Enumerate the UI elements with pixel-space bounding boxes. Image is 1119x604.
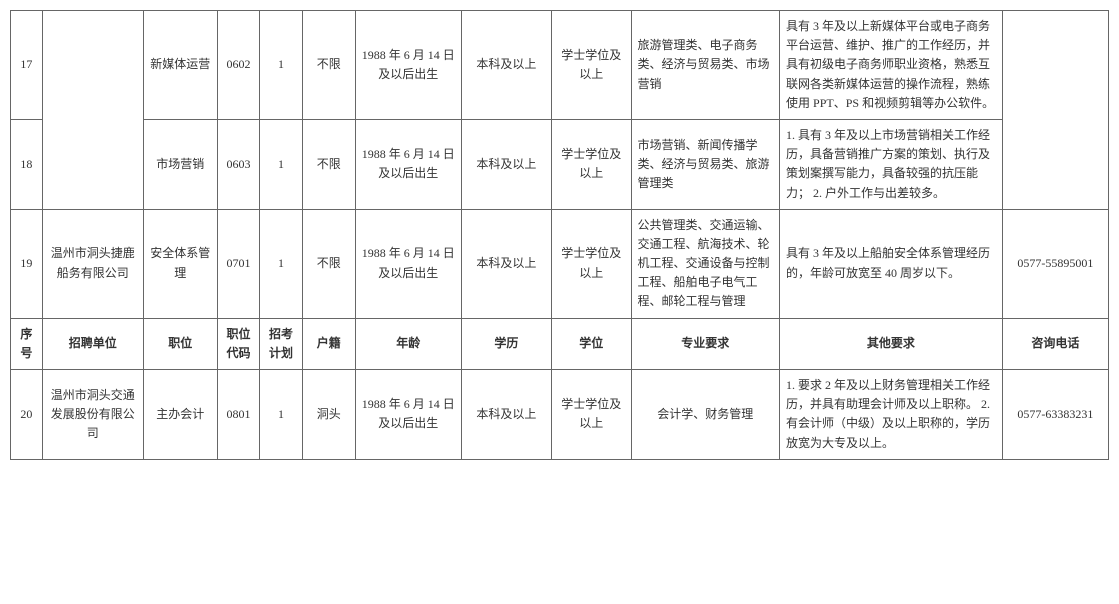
cell-major: 旅游管理类、电子商务类、经济与贸易类、市场营销 xyxy=(631,11,780,120)
cell-seq: 19 xyxy=(11,209,43,318)
table-row: 20 温州市洞头交通发展股份有限公司 主办会计 0801 1 洞头 1988 年… xyxy=(11,370,1109,460)
header-edu: 学历 xyxy=(461,318,551,369)
cell-major: 公共管理类、交通运输、交通工程、航海技术、轮机工程、交通设备与控制工程、船舶电子… xyxy=(631,209,780,318)
recruitment-table: 17 新媒体运营 0602 1 不限 1988 年 6 月 14 日及以后出生 … xyxy=(10,10,1109,460)
header-huji: 户籍 xyxy=(302,318,355,369)
table-header-row: 序号 招聘单位 职位 职位代码 招考计划 户籍 年龄 学历 学位 专业要求 其他… xyxy=(11,318,1109,369)
cell-seq: 18 xyxy=(11,119,43,209)
cell-huji: 洞头 xyxy=(302,370,355,460)
cell-degree: 学士学位及以上 xyxy=(551,119,631,209)
cell-age: 1988 年 6 月 14 日及以后出生 xyxy=(355,11,461,120)
cell-plan: 1 xyxy=(260,370,302,460)
cell-plan: 1 xyxy=(260,11,302,120)
cell-other: 具有 3 年及以上船舶安全体系管理经历的，年龄可放宽至 40 周岁以下。 xyxy=(780,209,1003,318)
cell-poscode: 0701 xyxy=(217,209,259,318)
cell-unit: 温州市洞头捷鹿船务有限公司 xyxy=(42,209,143,318)
cell-age: 1988 年 6 月 14 日及以后出生 xyxy=(355,370,461,460)
cell-age: 1988 年 6 月 14 日及以后出生 xyxy=(355,119,461,209)
cell-huji: 不限 xyxy=(302,11,355,120)
cell-position: 新媒体运营 xyxy=(143,11,217,120)
cell-age: 1988 年 6 月 14 日及以后出生 xyxy=(355,209,461,318)
cell-poscode: 0801 xyxy=(217,370,259,460)
cell-other: 具有 3 年及以上新媒体平台或电子商务平台运营、维护、推广的工作经历，并具有初级… xyxy=(780,11,1003,120)
cell-huji: 不限 xyxy=(302,119,355,209)
cell-seq: 17 xyxy=(11,11,43,120)
cell-poscode: 0603 xyxy=(217,119,259,209)
cell-unit: 温州市洞头交通发展股份有限公司 xyxy=(42,370,143,460)
header-age: 年龄 xyxy=(355,318,461,369)
cell-position: 市场营销 xyxy=(143,119,217,209)
cell-other: 1. 具有 3 年及以上市场营销相关工作经历，具备营销推广方案的策划、执行及策划… xyxy=(780,119,1003,209)
table-row: 19 温州市洞头捷鹿船务有限公司 安全体系管理 0701 1 不限 1988 年… xyxy=(11,209,1109,318)
header-unit: 招聘单位 xyxy=(42,318,143,369)
table-row: 17 新媒体运营 0602 1 不限 1988 年 6 月 14 日及以后出生 … xyxy=(11,11,1109,120)
header-phone: 咨询电话 xyxy=(1002,318,1108,369)
cell-edu: 本科及以上 xyxy=(461,370,551,460)
cell-degree: 学士学位及以上 xyxy=(551,209,631,318)
cell-poscode: 0602 xyxy=(217,11,259,120)
cell-position: 安全体系管理 xyxy=(143,209,217,318)
cell-plan: 1 xyxy=(260,209,302,318)
header-seq: 序号 xyxy=(11,318,43,369)
cell-edu: 本科及以上 xyxy=(461,119,551,209)
header-major: 专业要求 xyxy=(631,318,780,369)
cell-edu: 本科及以上 xyxy=(461,11,551,120)
cell-phone: 0577-63383231 xyxy=(1002,370,1108,460)
cell-phone xyxy=(1002,11,1108,210)
cell-position: 主办会计 xyxy=(143,370,217,460)
header-degree: 学位 xyxy=(551,318,631,369)
cell-degree: 学士学位及以上 xyxy=(551,370,631,460)
cell-unit xyxy=(42,11,143,210)
table-row: 18 市场营销 0603 1 不限 1988 年 6 月 14 日及以后出生 本… xyxy=(11,119,1109,209)
cell-edu: 本科及以上 xyxy=(461,209,551,318)
cell-major: 市场营销、新闻传播学类、经济与贸易类、旅游管理类 xyxy=(631,119,780,209)
cell-major: 会计学、财务管理 xyxy=(631,370,780,460)
header-other: 其他要求 xyxy=(780,318,1003,369)
cell-phone: 0577-55895001 xyxy=(1002,209,1108,318)
cell-other: 1. 要求 2 年及以上财务管理相关工作经历，并具有助理会计师及以上职称。 2.… xyxy=(780,370,1003,460)
cell-degree: 学士学位及以上 xyxy=(551,11,631,120)
cell-seq: 20 xyxy=(11,370,43,460)
header-plan: 招考计划 xyxy=(260,318,302,369)
header-poscode: 职位代码 xyxy=(217,318,259,369)
cell-huji: 不限 xyxy=(302,209,355,318)
cell-plan: 1 xyxy=(260,119,302,209)
header-position: 职位 xyxy=(143,318,217,369)
